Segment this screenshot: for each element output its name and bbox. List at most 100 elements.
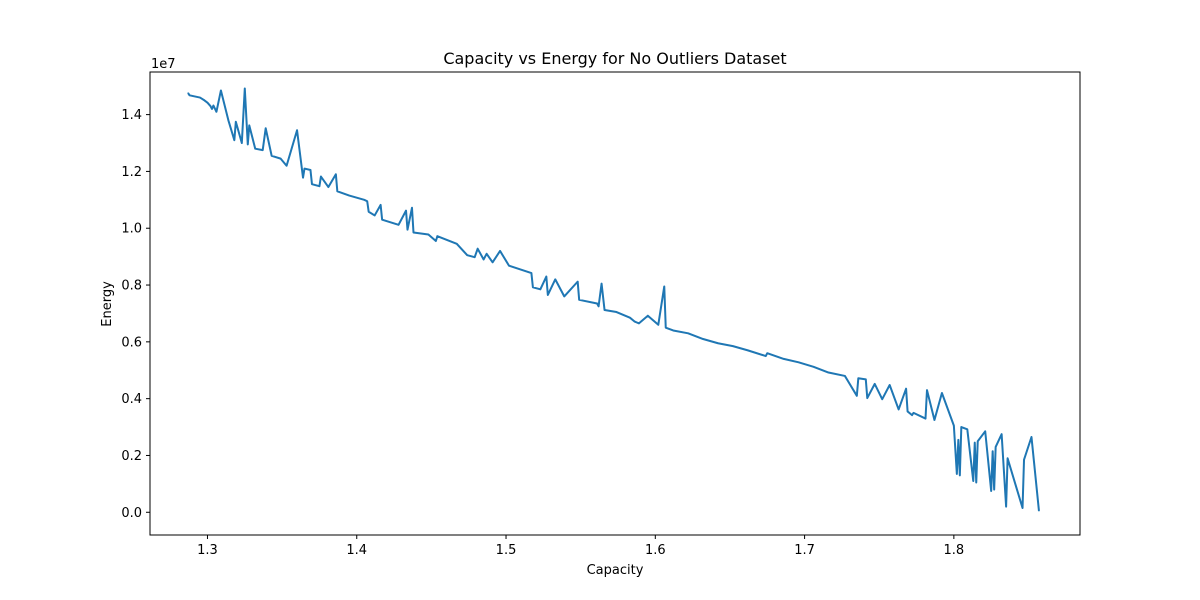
data-point (881, 398, 883, 400)
data-point (302, 177, 304, 179)
data-point (405, 210, 407, 212)
data-point (977, 440, 979, 442)
data-point (366, 200, 368, 202)
data-point (596, 302, 598, 305)
data-point (285, 165, 288, 167)
data-point (547, 294, 549, 296)
data-point (508, 265, 510, 267)
data-point (271, 155, 273, 157)
data-point (327, 186, 329, 188)
data-point (657, 324, 659, 326)
data-point (732, 345, 734, 347)
data-point (203, 99, 206, 102)
data-point (633, 320, 636, 322)
data-point (435, 240, 437, 242)
data-point (993, 488, 995, 491)
data-point (220, 89, 222, 92)
data-point (303, 167, 306, 170)
data-point (380, 204, 382, 206)
data-point (199, 96, 201, 99)
data-point (296, 129, 298, 131)
data-point (926, 389, 928, 391)
data-point (966, 428, 968, 430)
data-point (874, 383, 876, 385)
data-point (974, 442, 976, 444)
data-point (209, 105, 212, 107)
data-point (798, 361, 800, 363)
data-point (320, 175, 322, 178)
data-point (956, 473, 958, 475)
y-tick-label: 0.0 (121, 506, 142, 521)
data-point (766, 352, 768, 354)
data-point (206, 102, 209, 104)
y-tick-label: 1.0 (121, 222, 142, 237)
data-point (889, 384, 891, 386)
y-tick-label: 0.8 (121, 279, 142, 294)
data-point (215, 111, 218, 113)
data-point (717, 342, 719, 344)
data-point (309, 169, 312, 171)
x-tick-label: 1.6 (645, 543, 666, 558)
chart-title: Capacity vs Energy for No Outliers Datas… (443, 49, 786, 68)
data-point (363, 199, 365, 201)
data-point (957, 439, 959, 441)
plot-area (187, 87, 1040, 512)
x-tick-label: 1.4 (346, 543, 367, 558)
data-point (1030, 436, 1033, 438)
data-point (545, 275, 547, 278)
data-point (532, 286, 534, 288)
data-point (474, 256, 476, 258)
data-point (235, 121, 237, 123)
data-point (600, 283, 603, 285)
data-point (972, 480, 974, 482)
data-point (466, 254, 468, 256)
data-point (844, 375, 846, 377)
data-point (436, 235, 438, 237)
data-point (1001, 433, 1003, 435)
data-point (672, 329, 674, 332)
y-tick-label: 1.2 (121, 165, 142, 180)
data-point (280, 158, 282, 160)
data-point (499, 250, 501, 252)
data-point (953, 425, 955, 427)
data-point (597, 305, 600, 307)
data-point (318, 185, 321, 187)
data-point (783, 358, 785, 360)
data-point (563, 295, 565, 297)
y-axis-offset-label: 1e7 (151, 57, 176, 72)
data-point (539, 288, 541, 290)
data-point (911, 414, 913, 416)
data-point (1038, 510, 1040, 512)
data-point (992, 450, 994, 452)
data-point (912, 412, 915, 414)
data-point (248, 124, 250, 127)
data-point (374, 214, 376, 217)
data-point (647, 315, 649, 317)
data-point (212, 104, 215, 107)
data-point (1021, 507, 1024, 509)
data-point (187, 92, 189, 94)
data-point (265, 127, 267, 129)
data-point (381, 219, 383, 221)
data-point (406, 229, 409, 231)
data-point (905, 388, 907, 390)
data-point (702, 338, 704, 340)
data-point (491, 261, 494, 263)
data-point (857, 377, 859, 379)
data-point (211, 108, 213, 110)
data-point (397, 224, 400, 226)
y-axis-label: Energy (100, 281, 115, 327)
data-point (254, 148, 256, 150)
data-point (262, 149, 264, 151)
data-point (960, 426, 962, 428)
data-point (247, 143, 249, 146)
data-point (554, 278, 556, 280)
data-point (906, 410, 909, 413)
data-point (812, 366, 815, 368)
plot-frame (149, 71, 1081, 536)
data-point (241, 142, 243, 144)
y-axis: 0.0 0.2 0.4 0.6 0.8 1.0 1.2 1.4 (121, 108, 150, 521)
data-point (530, 272, 533, 274)
data-point (368, 211, 370, 213)
data-point (663, 285, 665, 288)
